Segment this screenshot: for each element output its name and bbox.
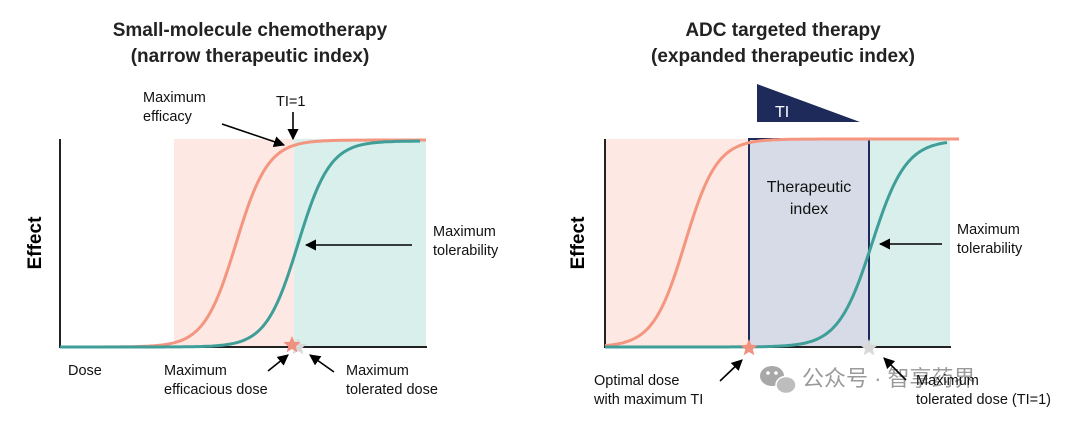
left-efficacy-region	[174, 139, 294, 347]
right-max-tolerated-dose-line2: tolerated dose (TI=1)	[916, 392, 1051, 408]
left-title-line1: Small-molecule chemotherapy	[113, 20, 388, 41]
left-x-axis-label: Dose	[68, 363, 102, 379]
right-title-line2: (expanded therapeutic index)	[651, 46, 915, 67]
right-max-tolerated-dose-arrow	[883, 357, 907, 381]
right-title-line1: ADC targeted therapy	[685, 20, 881, 41]
optimal-dose-label-line2: with maximum TI	[593, 392, 703, 408]
right-optimal-dose-star-icon	[740, 339, 758, 356]
left-max-tolerated-dose-arrow	[309, 354, 335, 373]
left-ti-label: TI=1	[276, 94, 305, 110]
left-title-line2: (narrow therapeutic index)	[131, 46, 370, 67]
left-tolerated-dose-star-icon	[289, 338, 307, 355]
right-tolerated-dose-star-icon	[860, 339, 878, 356]
left-efficacious-dose-star-icon	[283, 336, 301, 353]
therapeutic-index-box	[748, 138, 870, 348]
left-toxicity-curve	[60, 139, 420, 349]
wechat-icon	[760, 366, 797, 395]
left-max-efficacy-arrow	[221, 123, 286, 148]
right-toxicity-region	[869, 139, 950, 347]
left-max-tolerated-dose-line2: tolerated dose	[346, 382, 438, 398]
right-max-tolerability-label-line1: Maximum	[957, 222, 1020, 238]
therapeutic-index-label-line1: Therapeutic	[767, 179, 852, 196]
left-max-tolerability-label-line1: Maximum	[433, 224, 496, 240]
right-toxicity-curve	[605, 141, 948, 349]
right-y-axis-label: Effect	[568, 216, 589, 269]
left-toxicity-region	[294, 139, 426, 347]
watermark-text: 公众号 · 智享药界	[802, 366, 976, 391]
optimal-dose-label-line1: Optimal dose	[594, 373, 679, 389]
ti-wedge	[757, 84, 860, 122]
left-y-axis-label: Effect	[25, 216, 46, 269]
left-max-efficacious-dose-line2: efficacious dose	[164, 382, 268, 398]
optimal-dose-arrow	[719, 359, 743, 382]
right-efficacy-curve	[604, 137, 959, 348]
left-panel: Small-molecule chemotherapy (narrow ther…	[25, 20, 499, 398]
watermark: 公众号 · 智享药界	[760, 366, 976, 395]
left-max-efficacious-dose-line1: Maximum	[164, 363, 227, 379]
left-max-efficacy-label-line2: efficacy	[143, 109, 193, 125]
left-max-tolerability-label-line2: tolerability	[433, 243, 499, 259]
right-panel: ADC targeted therapy (expanded therapeut…	[568, 20, 1051, 408]
left-max-efficacy-label-line1: Maximum	[143, 90, 206, 106]
therapeutic-index-label-line2: index	[790, 201, 828, 218]
right-max-tolerated-dose-line1: Maximum	[916, 373, 979, 389]
left-max-tolerated-dose-line1: Maximum	[346, 363, 409, 379]
left-max-efficacious-dose-arrow	[267, 354, 289, 372]
right-efficacy-region	[605, 139, 749, 347]
ti-wedge-label: TI	[775, 104, 789, 121]
right-max-tolerability-label-line2: tolerability	[957, 241, 1023, 257]
